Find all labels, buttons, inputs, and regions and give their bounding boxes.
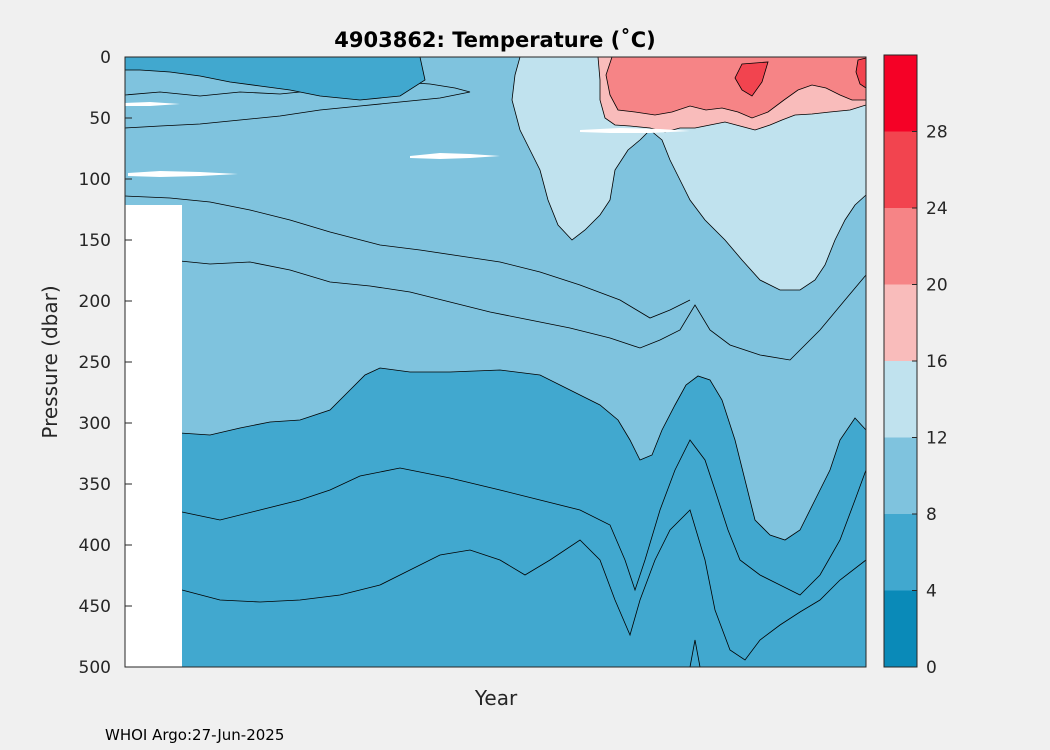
x-axis-label: Year <box>474 686 518 710</box>
chart-title: 4903862: Temperature (˚C) <box>334 28 655 52</box>
missing-data-streak-4 <box>125 102 180 106</box>
isotherm-line-deep-3 <box>689 639 701 668</box>
colorbar-level <box>884 131 917 208</box>
footer-credit: WHOI Argo:27-Jun-2025 <box>105 726 284 744</box>
colorbar-tick-label: 0 <box>926 658 937 678</box>
colorbar-tick-label: 16 <box>926 352 948 372</box>
isotherm-line-deep-2 <box>181 509 867 661</box>
y-tick-label: 0 <box>100 48 111 68</box>
colorbar-tick-label: 8 <box>926 505 937 525</box>
missing-data-region <box>125 218 182 667</box>
colorbar-level <box>884 208 917 285</box>
y-tick-label: 400 <box>79 536 111 556</box>
y-tick-label: 350 <box>79 475 111 495</box>
y-tick-label: 150 <box>79 231 111 251</box>
y-tick-label: 100 <box>79 170 111 190</box>
isotherm-line-deep-1 <box>181 439 867 596</box>
colorbar-tick-label: 24 <box>926 199 948 219</box>
missing-data-streak-2 <box>410 153 500 159</box>
colorbar-tick-label: 28 <box>926 123 948 143</box>
contour-plot-area <box>124 56 867 668</box>
colorbar-level <box>884 590 917 667</box>
colorbar: 0 4 8 12 16 20 24 28 <box>883 54 948 678</box>
y-axis-label: Pressure (dbar) <box>38 285 62 438</box>
y-tick-label: 500 <box>79 658 111 678</box>
isotherm-line-mid-2 <box>124 195 691 319</box>
missing-data-edge <box>125 205 182 218</box>
colorbar-level <box>884 284 917 361</box>
y-tick-label: 250 <box>79 353 111 373</box>
y-tick-label: 200 <box>79 292 111 312</box>
y-axis-ticks: 0 50 100 150 200 250 300 350 400 450 500 <box>79 48 132 678</box>
isotherm-line-mid-1 <box>124 255 867 361</box>
y-tick-label: 450 <box>79 597 111 617</box>
contour-band-24-28-b <box>855 57 867 89</box>
isotherm-lines <box>124 195 867 668</box>
colorbar-level <box>884 514 917 591</box>
missing-data-streak-3 <box>580 128 690 133</box>
contour-band-24-28 <box>734 61 769 97</box>
y-tick-label: 300 <box>79 414 111 434</box>
contour-band-20-24 <box>605 56 867 119</box>
colorbar-level <box>884 361 917 438</box>
colorbar-tick-label: 20 <box>926 276 948 296</box>
colorbar-level <box>884 55 917 132</box>
y-tick-label: 50 <box>89 109 111 129</box>
colorbar-tick-label: 4 <box>926 582 937 602</box>
colorbar-tick-label: 12 <box>926 429 948 449</box>
missing-data-streak-1 <box>128 171 238 177</box>
contour-patch-surface-left <box>124 56 426 101</box>
colorbar-level <box>884 437 917 514</box>
